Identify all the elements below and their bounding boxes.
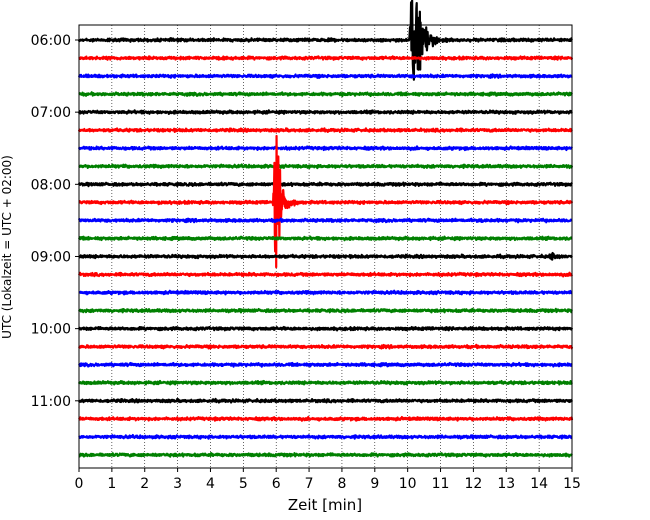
x-tick-label-8: 8 [337, 476, 346, 492]
trace-1100 [78, 397, 573, 404]
y-axis-ticks: 06:00 07:00 08:00 09:00 10:00 11:00 [31, 33, 79, 410]
x-tick-label-15: 15 [563, 476, 581, 492]
x-tick-label-3: 3 [173, 476, 182, 492]
trace-0630 [77, 73, 573, 79]
x-tick-label-11: 11 [432, 476, 450, 492]
trace-0745 [78, 163, 574, 170]
trace-1115 [78, 415, 574, 422]
trace-1145 [78, 452, 573, 458]
y-axis-label: UTC (Lokalzeit = UTC + 02:00) [0, 155, 14, 339]
y-tick-label-1100: 11:00 [31, 394, 71, 410]
x-tick-label-6: 6 [272, 476, 281, 492]
seismogram-traces [77, 0, 574, 458]
x-tick-label-0: 0 [75, 476, 84, 492]
x-tick-label-13: 13 [497, 476, 515, 492]
x-tick-label-9: 9 [370, 476, 379, 492]
x-tick-label-14: 14 [530, 476, 548, 492]
plot-frame [78, 24, 573, 469]
trace-0815 [78, 134, 574, 269]
trace-0730 [77, 145, 573, 152]
x-tick-label-10: 10 [399, 476, 417, 492]
x-tick-label-5: 5 [239, 476, 248, 492]
y-tick-label-1000: 10:00 [31, 322, 71, 338]
x-tick-label-7: 7 [305, 476, 314, 492]
trace-0930 [78, 289, 573, 296]
trace-1030 [78, 361, 573, 368]
trace-0645 [78, 91, 573, 98]
trace-1015 [77, 343, 574, 350]
x-tick-label-4: 4 [206, 476, 215, 492]
x-tick-label-2: 2 [140, 476, 149, 492]
trace-0715 [77, 127, 573, 134]
y-tick-label-0900: 09:00 [31, 249, 71, 265]
grid-lines [111, 25, 540, 468]
trace-0700 [77, 109, 573, 116]
trace-1045 [77, 379, 573, 386]
y-tick-label-0800: 08:00 [31, 177, 71, 193]
y-tick-label-0600: 06:00 [31, 33, 71, 49]
trace-0900 [78, 251, 573, 261]
trace-0600 [77, 0, 573, 81]
trace-0845 [78, 235, 573, 242]
x-tick-label-12: 12 [464, 476, 482, 492]
x-axis-label: Zeit [min] [288, 496, 362, 514]
trace-0945 [78, 307, 573, 314]
x-axis-ticks: 0 1 2 3 4 5 6 7 8 9 10 11 12 13 14 15 [75, 468, 581, 492]
x-tick-label-1: 1 [107, 476, 116, 492]
trace-0915 [78, 271, 574, 278]
y-tick-label-0700: 07:00 [31, 105, 71, 121]
trace-1000 [77, 325, 574, 332]
trace-0615 [78, 55, 574, 61]
trace-0830 [77, 217, 573, 224]
trace-0800 [77, 181, 573, 188]
trace-1130 [78, 433, 573, 440]
